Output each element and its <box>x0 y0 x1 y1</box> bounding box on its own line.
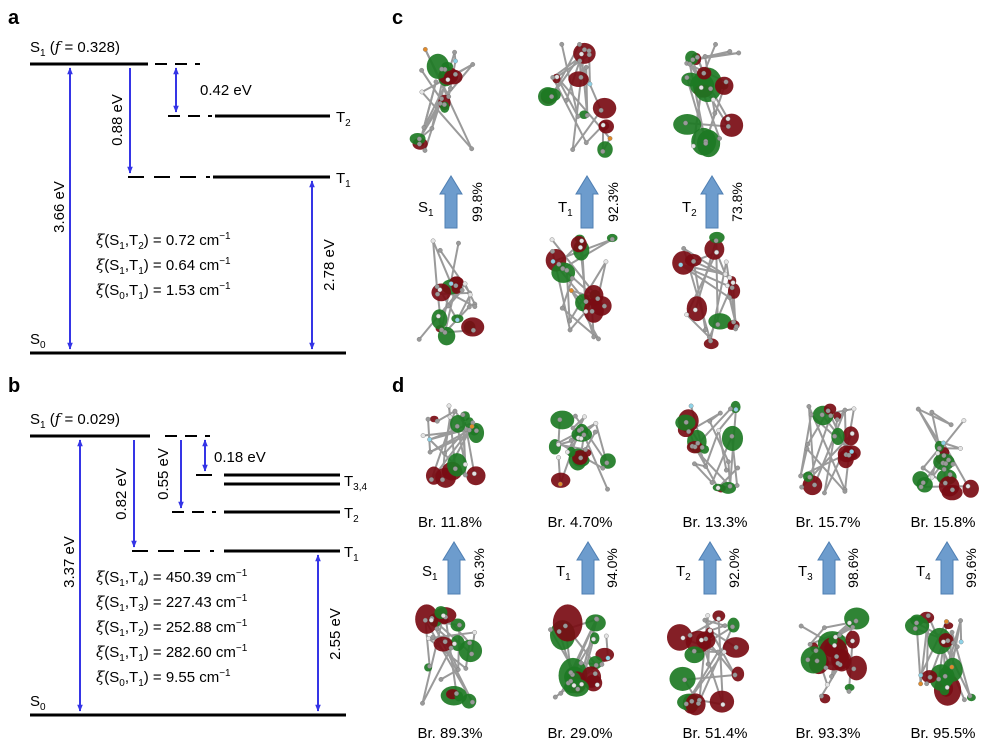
panel-a: a S1 (f = 0.328) T2 T1 S0 3.66 eV 0.88 e… <box>8 7 351 355</box>
panel-letter-d: d <box>392 375 404 397</box>
s1-label-b: S1 (f = 0.029) <box>30 410 120 431</box>
br-bottom-d-2: Br. 51.4% <box>682 725 747 742</box>
transition-d-4: T4 99.6% <box>916 541 979 595</box>
transition-state-d-2: T2 <box>676 563 691 583</box>
transition-pct-c-0: 99.8% <box>469 182 485 222</box>
gap-s1-t1-a: 0.88 eV <box>109 94 126 146</box>
panel-d: d Br. 11.8% Br. 4.70% Br. 13.3% Br. 15.7… <box>392 375 979 742</box>
transition-state-d-4: T4 <box>916 563 931 583</box>
orbital-image-c-upper-0 <box>409 47 476 153</box>
orbital-image-d-upper-2 <box>675 400 744 494</box>
orbital-image-c-upper-2 <box>673 41 744 158</box>
transition-state-d-1: T1 <box>556 563 571 583</box>
orbital-image-d-lower-4 <box>904 611 976 706</box>
transition-arrow-d-1 <box>576 541 600 595</box>
orbital-image-c-upper-1 <box>538 41 617 158</box>
orbital-image-c-lower-1 <box>545 233 618 342</box>
s0-label-b: S0 <box>30 693 46 713</box>
soc-a-0: ξ(S1,T2) = 0.72 cm−1 <box>96 231 231 252</box>
panel-letter-a: a <box>8 7 20 29</box>
transition-arrow-c-2 <box>700 175 724 229</box>
transition-pct-d-3: 98.6% <box>845 548 861 588</box>
panel-letter-c: c <box>392 7 403 29</box>
t1-label-a: T1 <box>336 170 351 190</box>
soc-b-2: ξ(S1,T2) = 252.88 cm−1 <box>96 618 248 639</box>
panel-c: c S1 99.8% T1 92.3% T2 73.8% <box>392 7 745 350</box>
transition-pct-d-2: 92.0% <box>726 548 742 588</box>
gap-s1-t1-b: 0.82 eV <box>113 468 130 520</box>
panel-letter-b: b <box>8 375 20 397</box>
transition-arrow-d-0 <box>442 541 466 595</box>
soc-list-a: ξ(S1,T2) = 0.72 cm−1 ξ(S1,T1) = 0.64 cm−… <box>96 231 231 302</box>
transition-arrow-c-1 <box>575 175 599 229</box>
br-bottom-d-0: Br. 89.3% <box>417 725 482 742</box>
transition-pct-d-0: 96.3% <box>471 548 487 588</box>
s0-label-a: S0 <box>30 331 46 351</box>
transition-state-c-2: T2 <box>682 199 697 219</box>
orbital-image-d-lower-2 <box>666 610 750 716</box>
orbital-images-d <box>415 400 979 716</box>
transition-state-d-0: S1 <box>422 563 438 583</box>
transition-c-1: T1 92.3% <box>558 175 621 229</box>
transition-state-c-0: S1 <box>418 199 434 219</box>
soc-b-3: ξ(S1,T1) = 282.60 cm−1 <box>96 643 248 664</box>
orbital-image-d-lower-3 <box>798 607 870 704</box>
orbital-image-d-lower-1 <box>548 604 615 700</box>
transition-state-d-3: T3 <box>798 563 813 583</box>
t2-label-b: T2 <box>344 505 359 525</box>
transition-c-0: S1 99.8% <box>418 175 485 229</box>
transition-d-0: S1 96.3% <box>422 541 487 595</box>
gap-s1-s0-b: 3.37 eV <box>61 536 78 588</box>
soc-a-2: ξ(S0,T1) = 1.53 cm−1 <box>96 281 231 302</box>
orbital-image-d-lower-0 <box>415 604 483 709</box>
br-top-d-1: Br. 4.70% <box>547 514 612 531</box>
br-top-d-3: Br. 15.7% <box>795 514 860 531</box>
br-top-d-2: Br. 13.3% <box>682 514 747 531</box>
orbital-image-c-lower-0 <box>416 238 485 346</box>
gap-s1-t2-a: 0.42 eV <box>200 82 252 99</box>
transition-c-2: T2 73.8% <box>682 175 745 229</box>
transition-pct-c-1: 92.3% <box>605 182 621 222</box>
t1-label-b: T1 <box>344 544 359 564</box>
orbital-image-d-upper-1 <box>548 410 616 492</box>
transition-pct-d-1: 94.0% <box>604 548 620 588</box>
transition-d-3: T3 98.6% <box>798 541 861 595</box>
transition-pct-c-2: 73.8% <box>729 182 745 222</box>
br-top-d-0: Br. 11.8% <box>418 514 482 531</box>
orbital-images-c <box>409 41 744 350</box>
br-top-d-4: Br. 15.8% <box>910 514 975 531</box>
soc-b-1: ξ(S1,T3) = 227.43 cm−1 <box>96 593 248 614</box>
soc-b-4: ξ(S0,T1) = 9.55 cm−1 <box>96 668 231 689</box>
gap-t1-s0-a: 2.78 eV <box>321 239 338 291</box>
transition-d-2: T2 92.0% <box>676 541 742 595</box>
br-bottom-d-3: Br. 93.3% <box>795 725 860 742</box>
t34-label-b: T3,4 <box>344 473 368 493</box>
t2-label-a: T2 <box>336 109 351 129</box>
transition-arrow-d-2 <box>698 541 722 595</box>
br-bottom-d-4: Br. 95.5% <box>910 725 975 742</box>
transition-arrow-c-0 <box>439 175 463 229</box>
gap-s1-t2-b: 0.55 eV <box>155 448 172 500</box>
soc-list-b: ξ(S1,T4) = 450.39 cm−1 ξ(S1,T3) = 227.43… <box>96 568 248 689</box>
transition-d-1: T1 94.0% <box>556 541 620 595</box>
panel-b: b S1 (f = 0.029) T3,4 T2 T1 S0 3.37 eV 0… <box>8 375 368 717</box>
transition-arrow-d-4 <box>935 541 959 595</box>
s1-label-a: S1 (f = 0.328) <box>30 38 120 59</box>
transition-state-c-1: T1 <box>558 199 573 219</box>
transition-arrow-d-3 <box>817 541 841 595</box>
orbital-image-d-upper-0 <box>420 403 486 488</box>
br-bottom-d-1: Br. 29.0% <box>547 725 612 742</box>
gap-t1-s0-b: 2.55 eV <box>327 608 344 660</box>
orbital-image-c-lower-2 <box>672 231 741 350</box>
soc-a-1: ξ(S1,T1) = 0.64 cm−1 <box>96 256 231 277</box>
orbital-image-d-upper-4 <box>912 406 979 501</box>
gap-s1-s0-a: 3.66 eV <box>51 181 68 233</box>
soc-b-0: ξ(S1,T4) = 450.39 cm−1 <box>96 568 248 589</box>
gap-s1-t34-b: 0.18 eV <box>214 449 266 466</box>
orbital-image-d-upper-3 <box>798 403 861 496</box>
transition-pct-d-4: 99.6% <box>963 548 979 588</box>
